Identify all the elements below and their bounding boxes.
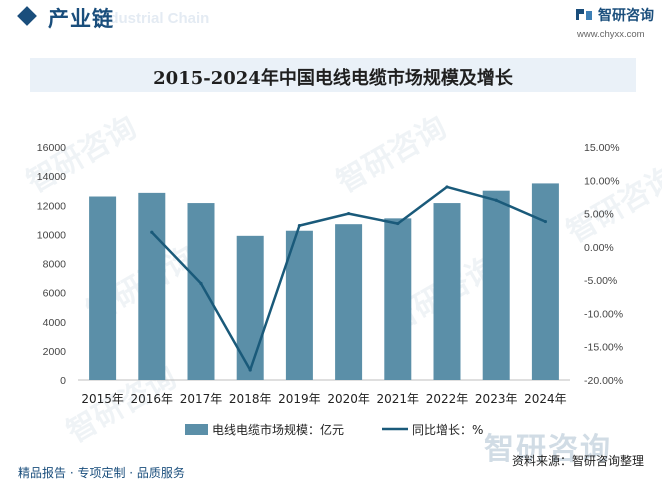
y-left-tick-label: 14000	[37, 171, 66, 183]
bar	[138, 192, 166, 380]
growth-point	[543, 219, 548, 224]
x-tick-label: 2019年	[278, 392, 321, 406]
growth-point	[396, 221, 400, 226]
legend-bar-swatch	[185, 424, 208, 435]
bar	[335, 224, 363, 380]
header: Industrial Chain 产业链 智研咨询 www.chyxx.com	[0, 0, 662, 40]
x-tick-label: 2020年	[327, 392, 370, 406]
y-left-tick-label: 0	[60, 375, 66, 387]
y-right-tick-label: 10.00%	[584, 175, 620, 187]
y-left-tick-label: 6000	[43, 288, 67, 300]
growth-point	[445, 185, 449, 189]
source-note: 资料来源：智研咨询整理	[512, 454, 645, 468]
growth-point	[150, 230, 154, 234]
y-left-tick-label: 10000	[37, 229, 66, 241]
x-tick-label: 2022年	[426, 392, 469, 406]
growth-point	[494, 198, 498, 202]
y-right-tick-label: 15.00%	[584, 142, 620, 154]
bar	[482, 190, 510, 380]
section-title-en: Industrial Chain	[96, 10, 210, 27]
footer-tagline: 精品报告 · 专项定制 · 品质服务	[18, 466, 185, 480]
y-left-tick-label: 4000	[43, 317, 67, 329]
y-right-tick-label: -10.00%	[584, 308, 623, 320]
bar	[433, 203, 461, 380]
bottom-watermark: 智研咨询	[484, 432, 612, 467]
x-tick-label: 2016年	[131, 392, 174, 406]
x-tick-label: 2015年	[81, 392, 124, 406]
growth-point	[347, 211, 351, 216]
growth-point	[199, 281, 203, 286]
y-right-tick-label: -5.00%	[584, 275, 617, 287]
y-left-tick-label: 16000	[37, 142, 66, 154]
x-tick-label: 2021年	[377, 392, 420, 406]
y-right-tick-label: -20.00%	[584, 375, 623, 387]
x-tick-label: 2023年	[475, 392, 518, 406]
x-tick-label: 2024年	[524, 392, 567, 406]
brand-url: www.chyxx.com	[577, 29, 645, 40]
brand-logo-icon	[576, 9, 592, 20]
y-right-tick-label: -15.00%	[584, 342, 623, 354]
x-tick-label: 2017年	[180, 392, 223, 406]
bar	[531, 183, 559, 380]
brand-name: 智研咨询	[598, 8, 654, 24]
x-tick-label: 2018年	[229, 392, 272, 406]
growth-point	[297, 223, 301, 228]
legend-bar-label: 电线电缆市场规模：亿元	[212, 422, 344, 437]
chart-title: 2015-2024年中国电线电缆市场规模及增长	[153, 68, 513, 89]
y-right-tick-label: 0.00%	[584, 242, 614, 254]
bar	[89, 196, 117, 380]
section-title: 产业链	[48, 7, 114, 31]
y-right-tick-label: 5.00%	[584, 209, 614, 221]
y-left-tick-label: 8000	[43, 259, 67, 271]
y-left-tick-label: 12000	[37, 200, 66, 212]
legend-line-label: 同比增长：%	[412, 423, 483, 437]
bar	[384, 218, 412, 380]
y-left-tick-label: 2000	[43, 346, 67, 358]
bar	[236, 235, 264, 380]
bar	[187, 203, 215, 380]
chart-title-band: 2015-2024年中国电线电缆市场规模及增长	[30, 58, 636, 92]
growth-point	[248, 368, 252, 372]
